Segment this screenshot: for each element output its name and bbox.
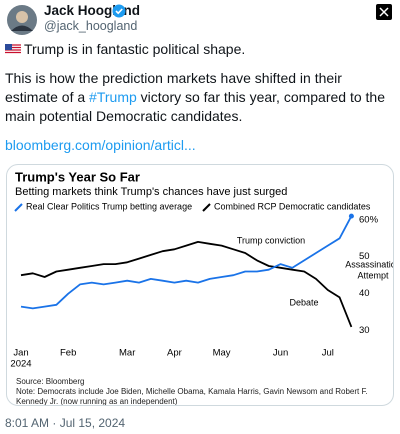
x-tick-label: Jan: [13, 348, 28, 359]
annotation: Debate: [289, 297, 318, 307]
note: Note: Democrats include Joe Biden, Miche…: [16, 387, 368, 406]
tweet-text-part: This is how the prediction markets have …: [5, 70, 342, 105]
chart: Trump's Year So Far Betting markets thin…: [10, 169, 393, 370]
url-link[interactable]: bloomberg.com/opinion/articl...: [5, 137, 196, 153]
flag-icon: [5, 44, 21, 55]
timestamp[interactable]: 8:01 AM · Jul 15, 2024: [5, 416, 126, 430]
chart-footnote: Source: Bloomberg Note: Democrats includ…: [16, 377, 388, 406]
hashtag[interactable]: #Trump: [89, 89, 137, 105]
y-tick-label: 60%: [359, 214, 379, 225]
tweet-text-part: victory so far this year, compared to th…: [5, 89, 385, 124]
chart-title: Trump's Year So Far: [15, 169, 140, 184]
x-tick-label: Feb: [60, 348, 76, 359]
x-year-label: 2024: [10, 359, 31, 370]
x-tick-label: Apr: [167, 348, 182, 359]
tweet-text: Trump is in fantastic political shape. T…: [5, 40, 385, 165]
annotation: Trump conviction: [237, 235, 305, 245]
chart-subtitle: Betting markets think Trump's chances ha…: [15, 186, 287, 198]
chart-card[interactable]: Trump's Year So Far Betting markets thin…: [6, 164, 394, 406]
end-marker: [348, 213, 354, 219]
x-logo[interactable]: [376, 4, 392, 20]
source: Source: Bloomberg: [16, 377, 85, 386]
annotation: Attempt: [357, 270, 389, 280]
y-tick-label: 50: [359, 251, 370, 262]
legend-label: Combined RCP Democratic candidates: [214, 201, 371, 211]
x-tick-label: Jul: [322, 348, 334, 359]
x-tick-label: Jun: [273, 348, 288, 359]
y-tick-label: 30: [359, 325, 370, 336]
series-line: [20, 241, 353, 328]
legend-label: Real Clear Politics Trump betting averag…: [26, 201, 192, 211]
tweet-line: Trump is in fantastic political shape.: [24, 41, 246, 57]
y-tick-label: 40: [359, 288, 370, 299]
legend-swatch: [202, 203, 211, 212]
series-line: [20, 215, 353, 310]
x-tick-label: May: [213, 348, 231, 359]
legend-swatch: [14, 203, 23, 212]
verified-badge: [112, 4, 126, 18]
author-handle[interactable]: @jack_hoogland: [44, 19, 138, 33]
annotation: Assassination: [345, 259, 393, 269]
x-tick-label: Mar: [119, 348, 135, 359]
avatar[interactable]: [6, 4, 38, 36]
